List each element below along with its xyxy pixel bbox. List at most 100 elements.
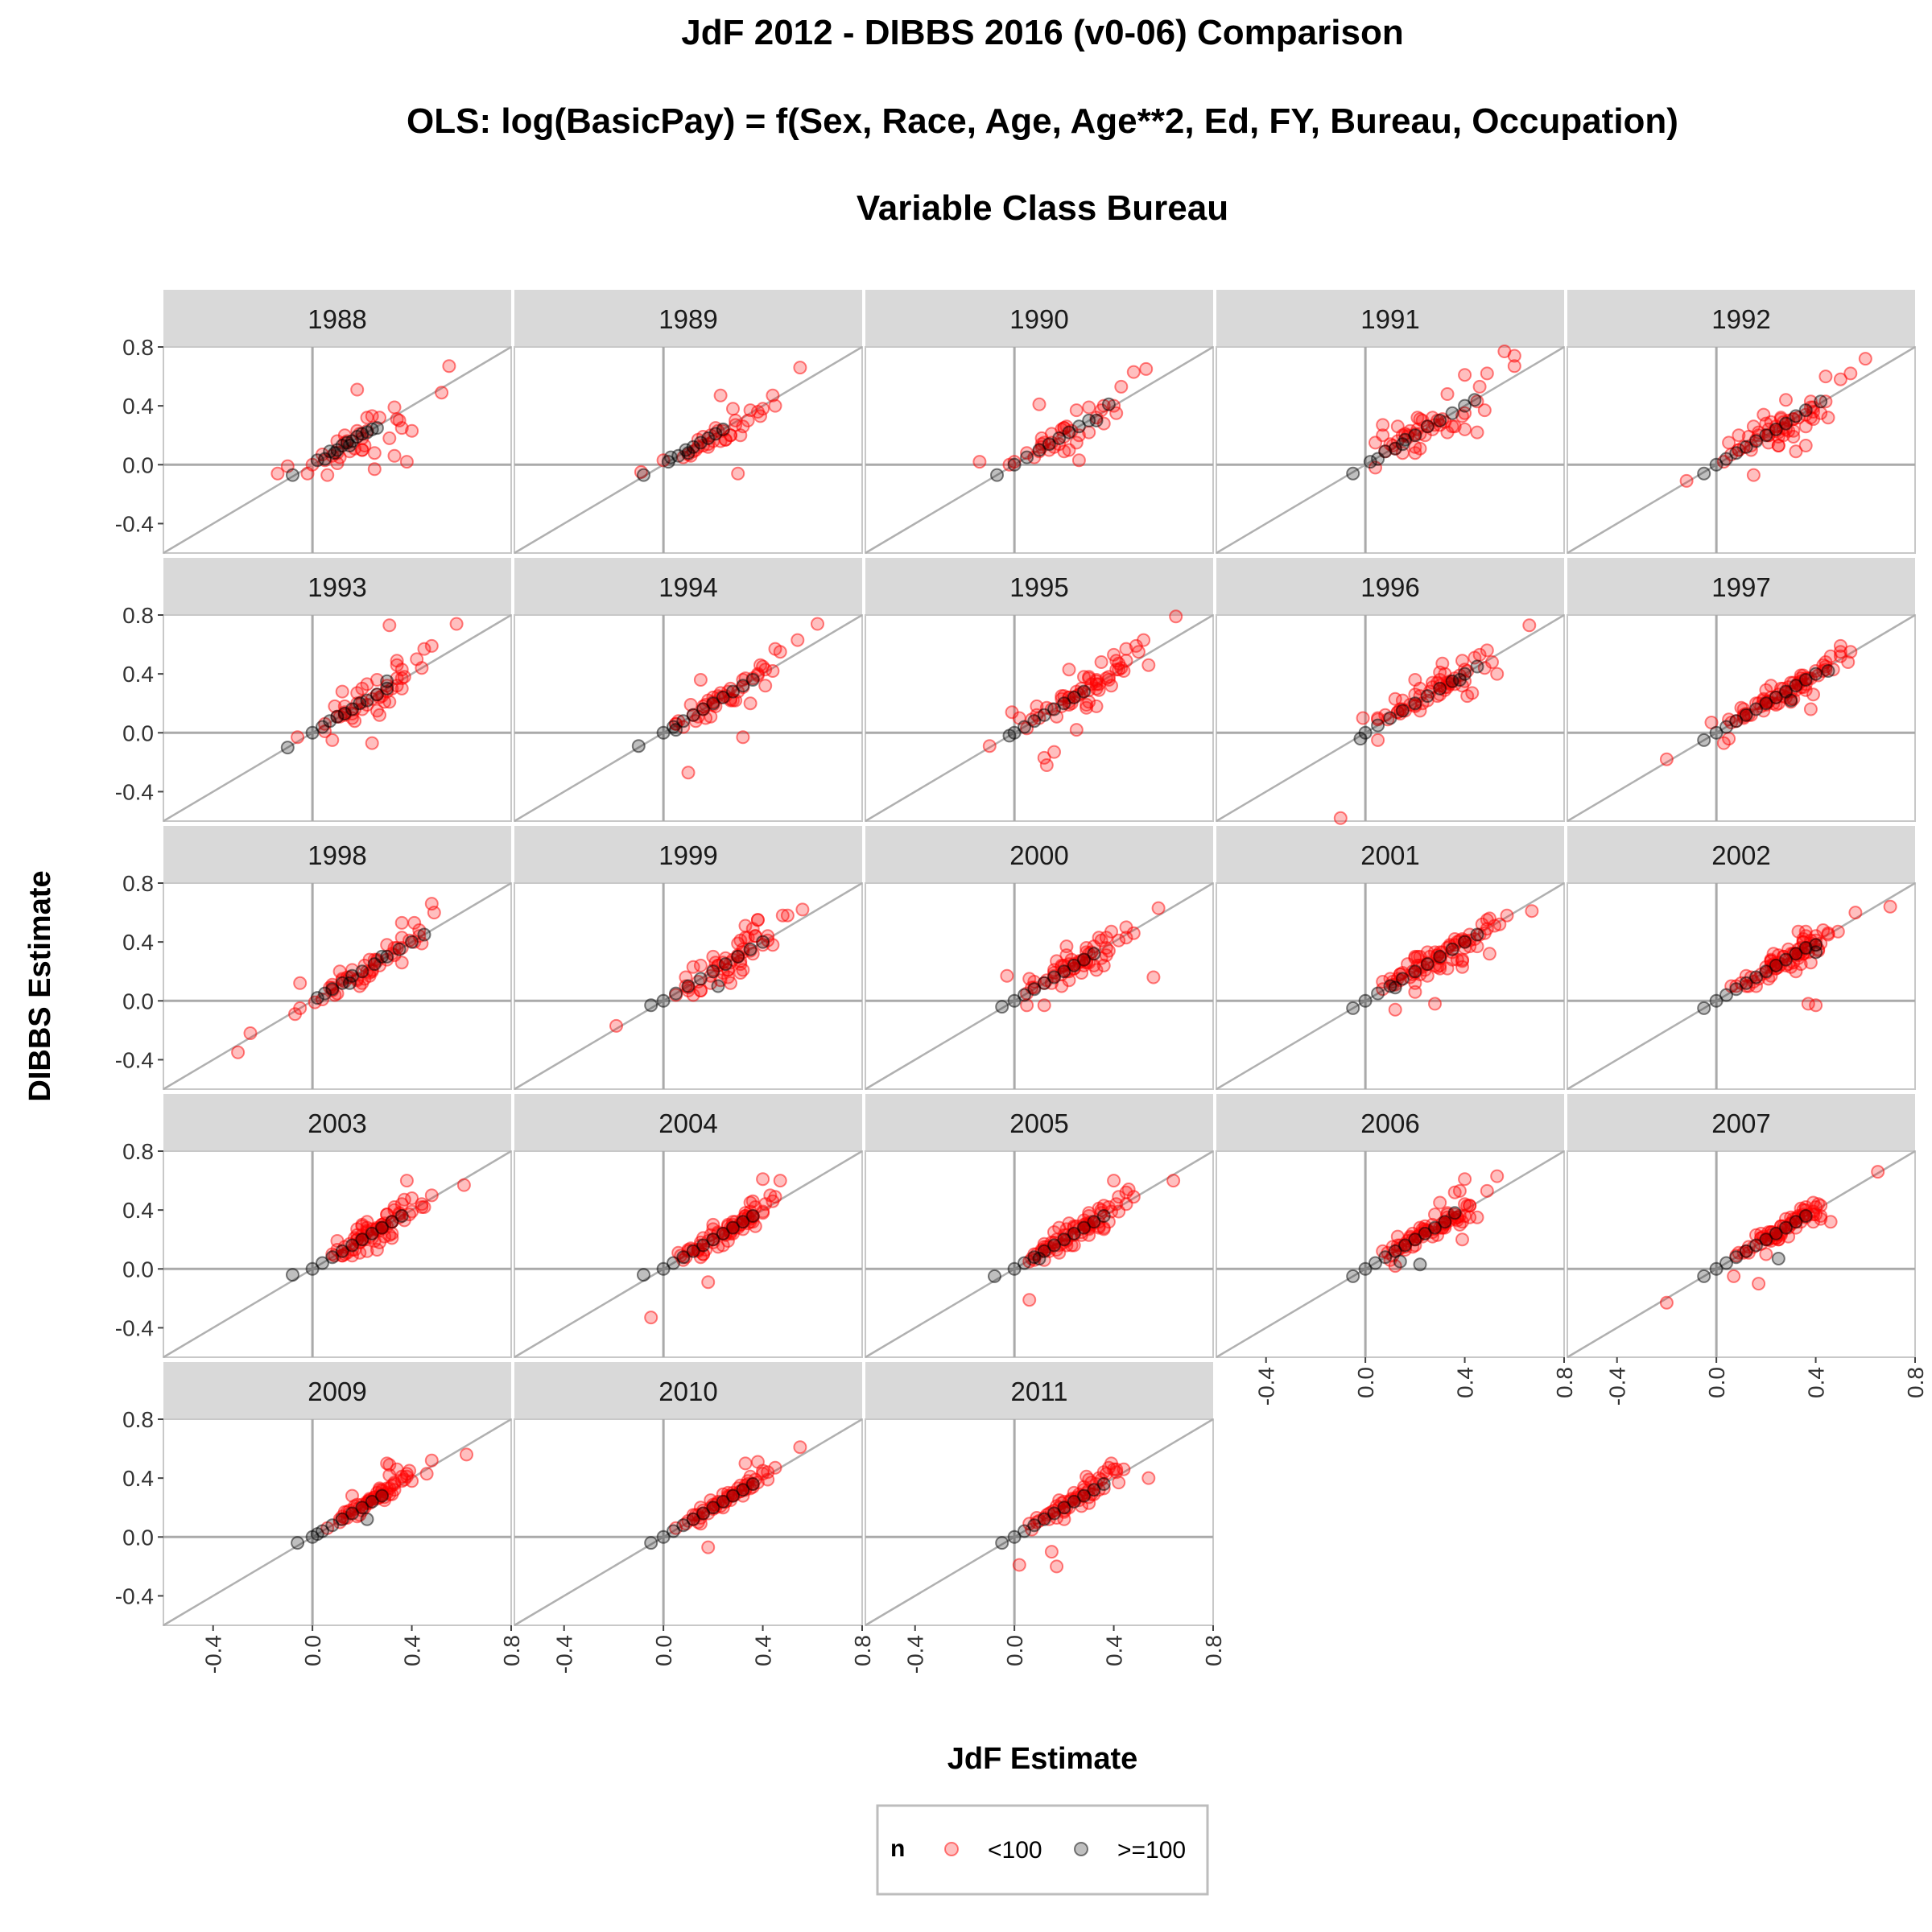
data-point: [768, 1460, 782, 1475]
facet-strip: [1216, 826, 1564, 883]
data-point: [686, 1512, 700, 1526]
data-point: [382, 1458, 397, 1472]
data-point: [1697, 733, 1711, 747]
x-tick-label: 0.0: [1002, 1635, 1027, 1666]
data-point: [1789, 409, 1803, 423]
data-point: [1007, 1530, 1022, 1544]
facet-panel-2002: 2002: [1567, 826, 1916, 1091]
data-point: [390, 1462, 404, 1476]
data-point: [1749, 702, 1763, 716]
data-point: [1109, 406, 1124, 420]
data-point: [1169, 609, 1183, 624]
data-point: [449, 617, 464, 631]
x-tick-label: 0.0: [1353, 1367, 1378, 1398]
x-tick-label: 0.0: [1704, 1367, 1729, 1398]
facet-label: 2002: [1711, 840, 1770, 870]
data-point: [1022, 1293, 1037, 1307]
data-point: [1727, 1269, 1741, 1283]
data-point: [330, 709, 345, 724]
data-point: [1002, 729, 1017, 743]
data-point: [1119, 642, 1133, 656]
facet-strip: [1216, 290, 1564, 347]
facet-strip: [514, 826, 862, 883]
data-point: [768, 398, 782, 413]
data-point: [726, 684, 740, 699]
data-point: [355, 1232, 369, 1247]
data-point: [419, 1467, 434, 1481]
data-point: [761, 1472, 775, 1487]
x-tick-label: 0.8: [850, 1635, 875, 1666]
facet-label: 2000: [1009, 840, 1068, 870]
data-point: [1460, 689, 1475, 704]
data-point: [1809, 938, 1823, 952]
data-point: [335, 1244, 349, 1258]
identity-line: [163, 613, 512, 823]
data-point: [656, 1530, 671, 1544]
data-point: [424, 1188, 439, 1203]
facet-panel-2007: 2007 -0.4 0.0 0.4 0.8: [1567, 1094, 1928, 1406]
data-point: [1809, 667, 1823, 681]
data-point: [1749, 1238, 1763, 1253]
data-point: [390, 412, 404, 427]
facet-strip: [163, 1094, 511, 1151]
data-point: [1032, 443, 1046, 457]
data-point: [390, 654, 404, 668]
facet-label: 1988: [308, 304, 366, 334]
x-axis-label: JdF Estimate: [947, 1742, 1138, 1776]
data-point: [726, 1488, 740, 1503]
data-point: [325, 1250, 340, 1265]
data-point: [1069, 403, 1084, 418]
data-point: [1020, 450, 1034, 464]
data-point: [270, 466, 285, 481]
y-tick-label: 0.8: [122, 1139, 154, 1164]
data-point: [1346, 1269, 1360, 1283]
data-point: [780, 908, 795, 923]
data-point: [288, 1007, 302, 1022]
facet-label: 2003: [308, 1108, 366, 1138]
data-point: [741, 413, 755, 427]
data-point: [1525, 904, 1539, 919]
data-point: [1037, 750, 1051, 765]
data-point: [243, 1026, 258, 1040]
data-point: [676, 1518, 691, 1533]
data-point: [1697, 466, 1711, 481]
facet-strip: [1567, 1094, 1915, 1151]
data-point: [1146, 970, 1161, 985]
data-point: [1771, 439, 1785, 452]
data-point: [1470, 659, 1484, 674]
facet-panel-1989: 1989: [514, 290, 863, 555]
data-point: [1818, 394, 1833, 409]
data-point: [332, 964, 347, 979]
data-point: [1376, 418, 1390, 432]
y-tick-label: 0.0: [122, 720, 154, 745]
data-point: [1368, 436, 1382, 450]
data-point: [1759, 964, 1773, 979]
legend: n <100 >=100: [876, 1804, 1209, 1896]
data-point: [1057, 696, 1071, 711]
data-point: [1037, 1512, 1051, 1526]
legend-title: n: [890, 1835, 905, 1862]
data-point: [766, 388, 780, 402]
data-point: [1052, 431, 1067, 445]
data-point: [693, 1517, 708, 1531]
data-point: [1739, 976, 1753, 990]
data-point: [415, 661, 429, 675]
data-point: [686, 1244, 700, 1258]
y-tick-label: 0.4: [122, 662, 154, 687]
data-point: [1059, 1222, 1074, 1236]
facet-panel-1996: 1996: [1216, 558, 1565, 825]
data-point: [360, 1244, 374, 1258]
data-point: [1408, 428, 1422, 443]
data-point: [1346, 466, 1360, 481]
data-point: [367, 446, 382, 460]
x-tick-label: -0.4: [1605, 1367, 1630, 1406]
data-point: [1841, 655, 1856, 669]
data-point: [990, 468, 1004, 482]
facet-label: 1997: [1711, 572, 1770, 602]
data-point: [1803, 702, 1818, 716]
data-point: [1809, 998, 1823, 1013]
data-point: [750, 405, 765, 419]
data-point: [1729, 446, 1744, 460]
data-point: [291, 1536, 305, 1550]
